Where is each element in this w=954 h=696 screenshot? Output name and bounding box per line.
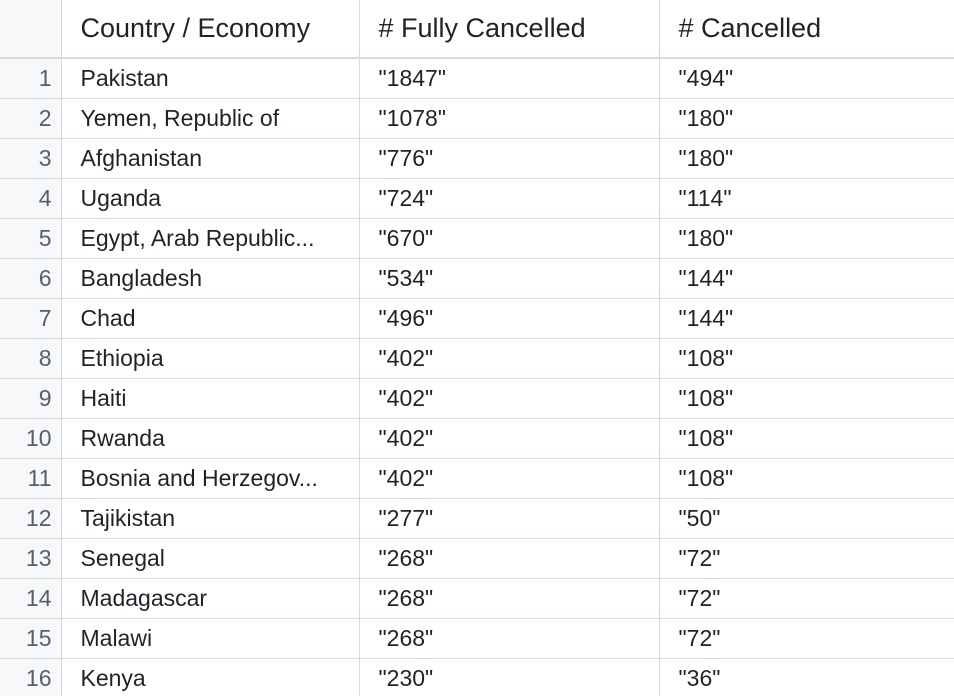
fully-cancelled-cell[interactable]: "1078" (359, 98, 660, 139)
fully-cancelled-cell[interactable]: "776" (359, 138, 660, 179)
cancelled-cell[interactable]: "50" (659, 498, 954, 539)
country-cell[interactable]: Madagascar (61, 578, 360, 619)
row-index: 5 (0, 218, 62, 259)
fully-cancelled-cell[interactable]: "402" (359, 418, 660, 459)
fully-cancelled-cell[interactable]: "402" (359, 378, 660, 419)
table-row[interactable]: 12 Tajikistan "277" "50" (0, 498, 954, 539)
table-row[interactable]: 5 Egypt, Arab Republic... "670" "180" (0, 218, 954, 259)
row-index: 16 (0, 658, 62, 696)
country-cell[interactable]: Bangladesh (61, 258, 360, 299)
table-row[interactable]: 2 Yemen, Republic of "1078" "180" (0, 98, 954, 139)
table-row[interactable]: 4 Uganda "724" "114" (0, 178, 954, 219)
table-row[interactable]: 11 Bosnia and Herzegov... "402" "108" (0, 458, 954, 499)
fully-cancelled-cell[interactable]: "268" (359, 538, 660, 579)
cancelled-cell[interactable]: "108" (659, 418, 954, 459)
row-index-header (0, 0, 62, 59)
table-row[interactable]: 16 Kenya "230" "36" (0, 658, 954, 696)
table-row[interactable]: 6 Bangladesh "534" "144" (0, 258, 954, 299)
row-index: 4 (0, 178, 62, 219)
table-row[interactable]: 1 Pakistan "1847" "494" (0, 58, 954, 99)
row-index: 15 (0, 618, 62, 659)
country-cell[interactable]: Bosnia and Herzegov... (61, 458, 360, 499)
fully-cancelled-cell[interactable]: "402" (359, 458, 660, 499)
fully-cancelled-cell[interactable]: "402" (359, 338, 660, 379)
table-row[interactable]: 7 Chad "496" "144" (0, 298, 954, 339)
country-cell[interactable]: Haiti (61, 378, 360, 419)
cancelled-cell[interactable]: "72" (659, 578, 954, 619)
row-index: 2 (0, 98, 62, 139)
fully-cancelled-cell[interactable]: "496" (359, 298, 660, 339)
column-header-fully-cancelled[interactable]: # Fully Cancelled (359, 0, 660, 59)
column-header-cancelled[interactable]: # Cancelled (659, 0, 954, 59)
fully-cancelled-cell[interactable]: "534" (359, 258, 660, 299)
row-index: 10 (0, 418, 62, 459)
table-row[interactable]: 8 Ethiopia "402" "108" (0, 338, 954, 379)
fully-cancelled-cell[interactable]: "268" (359, 618, 660, 659)
cancelled-cell[interactable]: "108" (659, 458, 954, 499)
row-index: 12 (0, 498, 62, 539)
row-index: 8 (0, 338, 62, 379)
country-cell[interactable]: Ethiopia (61, 338, 360, 379)
table-row[interactable]: 13 Senegal "268" "72" (0, 538, 954, 579)
fully-cancelled-cell[interactable]: "268" (359, 578, 660, 619)
row-index: 9 (0, 378, 62, 419)
column-header-country[interactable]: Country / Economy (61, 0, 360, 59)
table-row[interactable]: 10 Rwanda "402" "108" (0, 418, 954, 459)
row-index: 14 (0, 578, 62, 619)
cancelled-cell[interactable]: "114" (659, 178, 954, 219)
row-index: 11 (0, 458, 62, 499)
country-cell[interactable]: Rwanda (61, 418, 360, 459)
cancelled-cell[interactable]: "180" (659, 98, 954, 139)
fully-cancelled-cell[interactable]: "724" (359, 178, 660, 219)
country-cell[interactable]: Yemen, Republic of (61, 98, 360, 139)
row-index: 7 (0, 298, 62, 339)
country-cell[interactable]: Egypt, Arab Republic... (61, 218, 360, 259)
table-row[interactable]: 14 Madagascar "268" "72" (0, 578, 954, 619)
fully-cancelled-cell[interactable]: "230" (359, 658, 660, 696)
cancelled-cell[interactable]: "494" (659, 58, 954, 99)
cancelled-cell[interactable]: "72" (659, 538, 954, 579)
row-index: 6 (0, 258, 62, 299)
fully-cancelled-cell[interactable]: "1847" (359, 58, 660, 99)
country-cell[interactable]: Tajikistan (61, 498, 360, 539)
country-cell[interactable]: Uganda (61, 178, 360, 219)
cancelled-cell[interactable]: "144" (659, 298, 954, 339)
table-row[interactable]: 9 Haiti "402" "108" (0, 378, 954, 419)
cancelled-cell[interactable]: "108" (659, 378, 954, 419)
row-index: 13 (0, 538, 62, 579)
country-cell[interactable]: Malawi (61, 618, 360, 659)
cancelled-cell[interactable]: "180" (659, 138, 954, 179)
country-cell[interactable]: Chad (61, 298, 360, 339)
table-row[interactable]: 15 Malawi "268" "72" (0, 618, 954, 659)
table-row[interactable]: 3 Afghanistan "776" "180" (0, 138, 954, 179)
cancelled-cell[interactable]: "72" (659, 618, 954, 659)
table-header-row: Country / Economy # Fully Cancelled # Ca… (0, 0, 954, 59)
cancelled-cell[interactable]: "108" (659, 338, 954, 379)
country-cell[interactable]: Afghanistan (61, 138, 360, 179)
cancelled-cell[interactable]: "36" (659, 658, 954, 696)
cancelled-cell[interactable]: "144" (659, 258, 954, 299)
fully-cancelled-cell[interactable]: "277" (359, 498, 660, 539)
cancelled-cell[interactable]: "180" (659, 218, 954, 259)
country-cell[interactable]: Senegal (61, 538, 360, 579)
row-index: 3 (0, 138, 62, 179)
country-cell[interactable]: Pakistan (61, 58, 360, 99)
country-cell[interactable]: Kenya (61, 658, 360, 696)
row-index: 1 (0, 58, 62, 99)
fully-cancelled-cell[interactable]: "670" (359, 218, 660, 259)
